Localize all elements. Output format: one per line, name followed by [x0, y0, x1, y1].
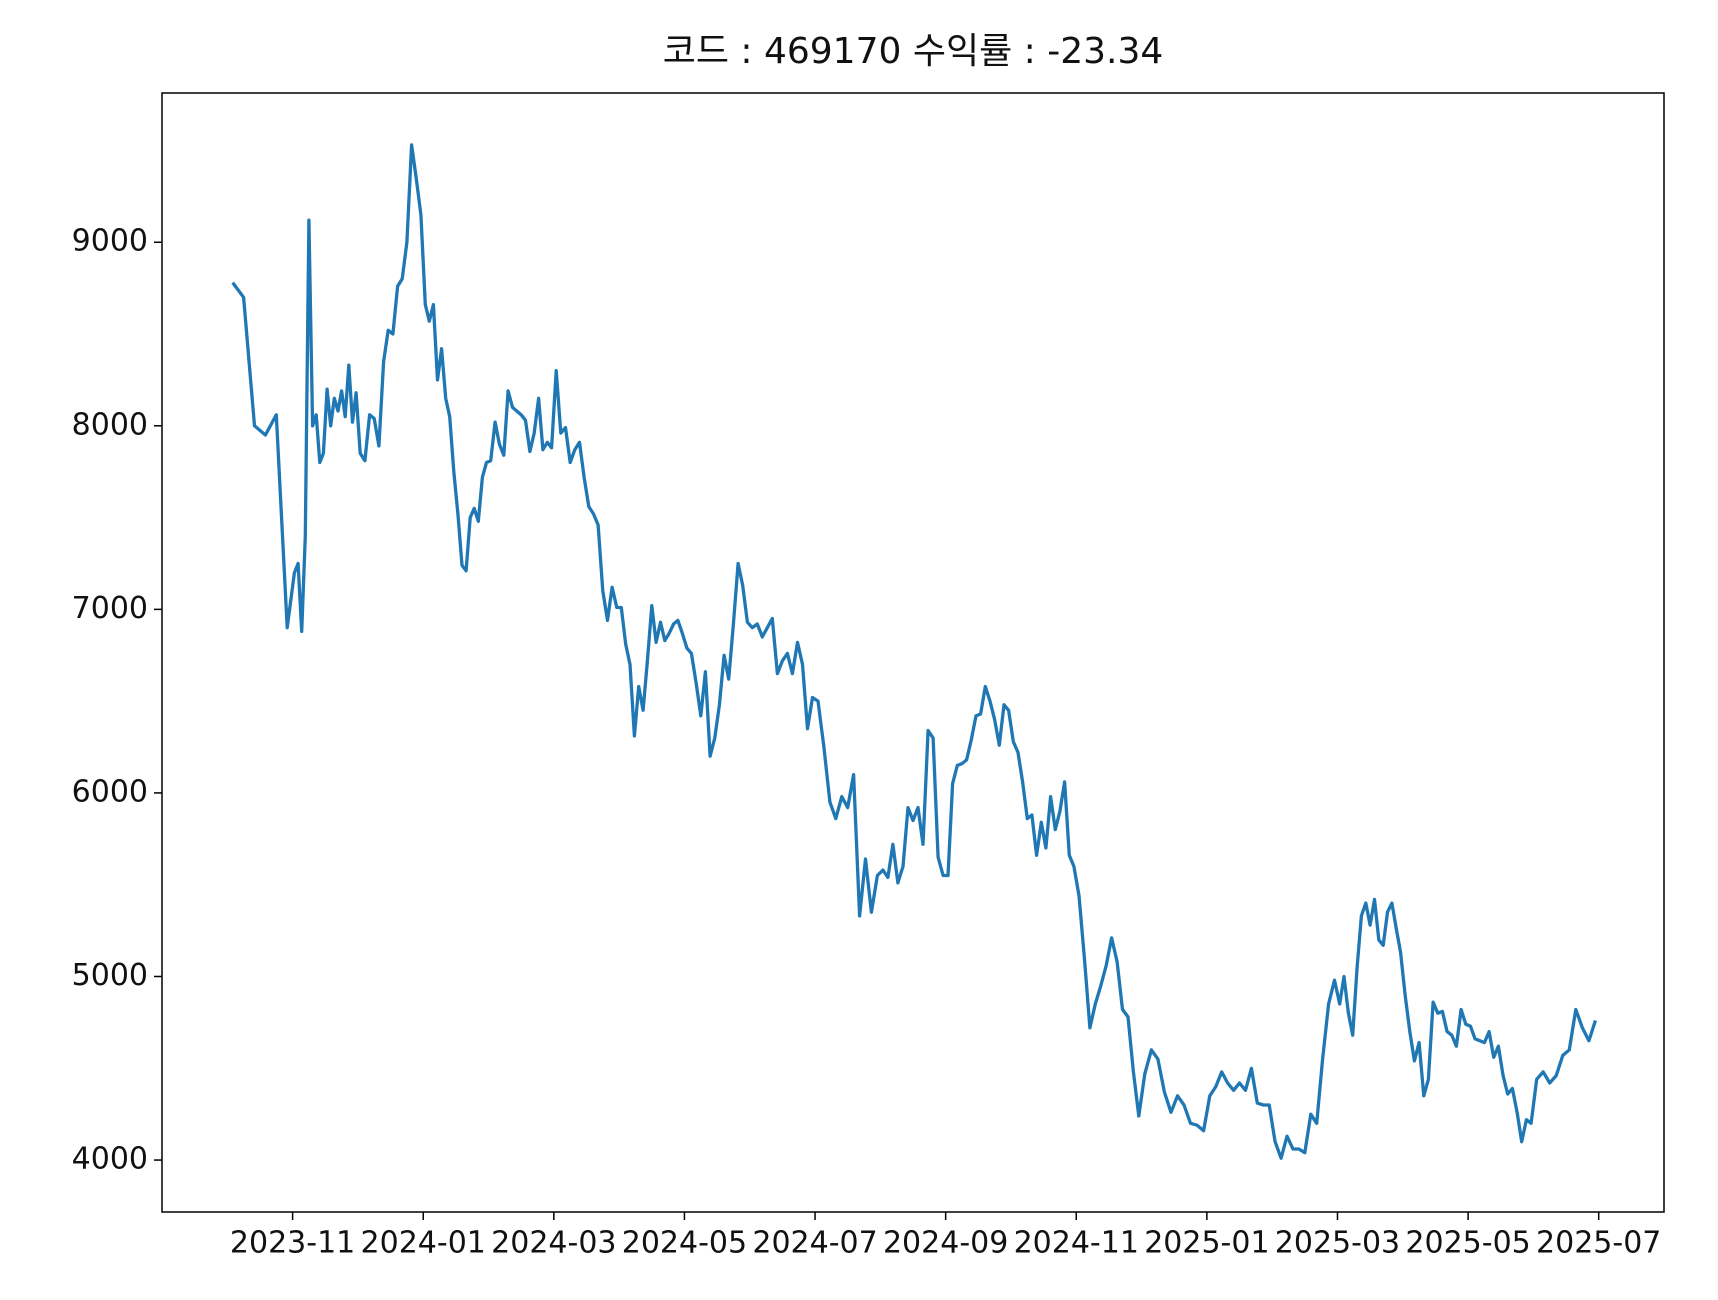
y-tick-label: 6000 [72, 774, 148, 809]
x-tick-label: 2025-03 [1275, 1226, 1400, 1261]
chart-title: 코드 : 469170 수익률 : -23.34 [663, 31, 1164, 72]
x-tick-label: 2024-01 [361, 1226, 486, 1261]
x-tick-label: 2025-07 [1536, 1226, 1661, 1261]
plot-frame [161, 92, 1665, 1213]
x-tick-label: 2025-05 [1405, 1226, 1530, 1261]
y-tick-label: 9000 [72, 224, 148, 259]
x-tick-label: 2024-05 [622, 1226, 747, 1261]
y-tick-label: 5000 [72, 958, 148, 993]
price-line [231, 143, 1597, 1160]
y-tick-label: 7000 [72, 591, 148, 626]
x-tick-label: 2025-01 [1144, 1226, 1269, 1261]
x-tick-label: 2023-11 [230, 1226, 355, 1261]
x-tick-label: 2024-07 [752, 1226, 877, 1261]
x-tick-label: 2024-03 [491, 1226, 616, 1261]
y-tick-label: 8000 [72, 407, 148, 442]
x-tick-label: 2024-09 [883, 1226, 1008, 1261]
x-tick-label: 2024-11 [1014, 1226, 1139, 1261]
y-tick-label: 4000 [72, 1142, 148, 1177]
